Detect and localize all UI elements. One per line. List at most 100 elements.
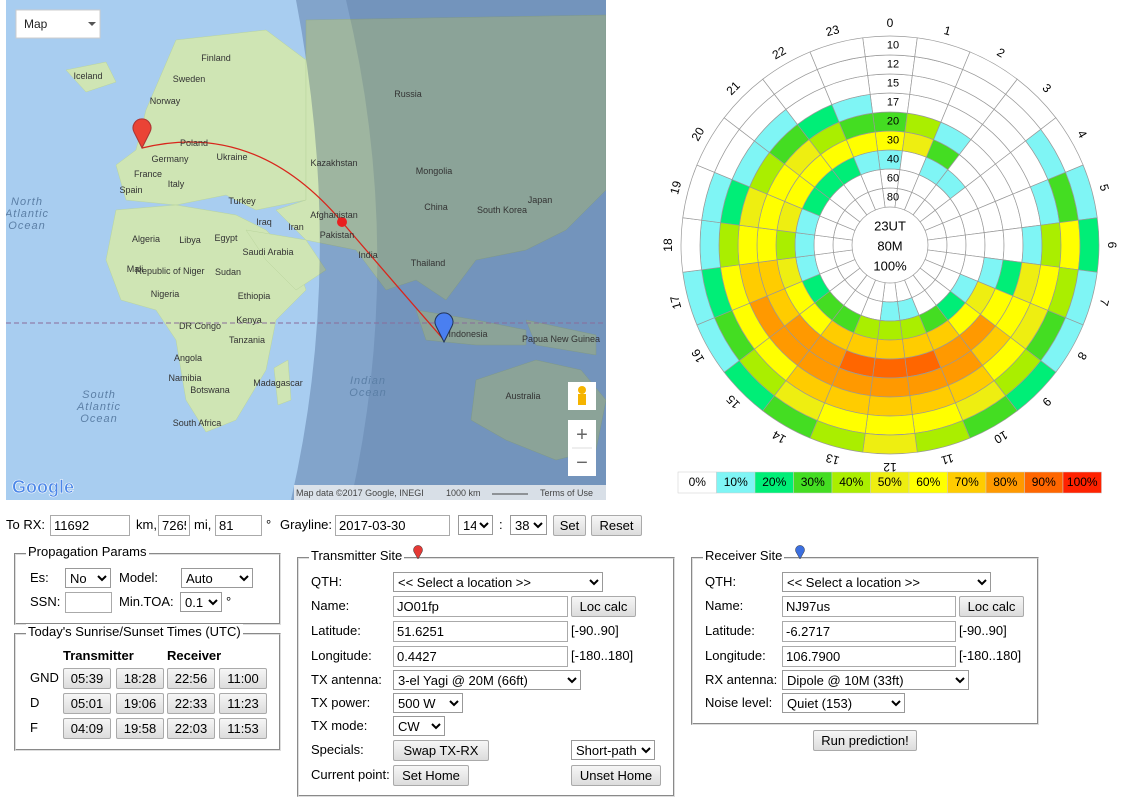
button[interactable]: 18:28 — [116, 668, 164, 689]
heat-cell — [867, 395, 913, 417]
country-label: Sweden — [173, 74, 206, 84]
legend-label: 30% — [801, 475, 825, 489]
band-label: 30 — [887, 134, 899, 146]
heat-cell — [699, 219, 721, 271]
legend-swatch — [1062, 471, 1102, 494]
heat-cell — [869, 376, 911, 398]
button[interactable]: 22:56 — [167, 668, 215, 689]
button[interactable]: Reset — [591, 515, 642, 536]
dropdown[interactable]: Dipole @ 10M (33ft) — [782, 670, 969, 690]
row-label: F — [30, 720, 38, 735]
ocean-label: South — [82, 389, 116, 401]
button[interactable]: 19:58 — [116, 718, 164, 739]
dropdown[interactable]: Short-path — [571, 740, 655, 760]
country-label: Norway — [150, 96, 181, 106]
text-input[interactable] — [158, 515, 190, 536]
legend-label: 50% — [878, 475, 902, 489]
country-label: Turkey — [228, 196, 256, 206]
fieldset-legend: Transmitter Site — [309, 548, 405, 564]
button[interactable]: Loc calc — [959, 596, 1024, 617]
dropdown[interactable]: 0.1 — [180, 592, 222, 612]
button[interactable]: Unset Home — [571, 765, 661, 786]
heat-cell — [1021, 224, 1043, 266]
midpoint[interactable] — [337, 217, 347, 227]
country-label: Japan — [528, 195, 553, 205]
night-shade — [346, 0, 606, 500]
dropdown[interactable]: 14 — [458, 515, 493, 535]
country-label: Botswana — [190, 385, 230, 395]
text-input[interactable] — [393, 646, 568, 667]
hour-label: 12 — [883, 460, 897, 474]
hour-label: 11 — [939, 451, 955, 468]
dropdown[interactable]: No — [65, 568, 111, 588]
button[interactable]: 05:01 — [63, 693, 111, 714]
heat-cell — [964, 232, 986, 258]
button[interactable]: 04:09 — [63, 718, 111, 739]
night-shade — [291, 0, 606, 500]
dropdown[interactable]: 500 W — [393, 693, 463, 713]
text-input[interactable] — [65, 592, 112, 613]
country-label: Nigeria — [151, 289, 180, 299]
text-input[interactable] — [393, 596, 568, 617]
legend-label: 100% — [1067, 475, 1098, 489]
button[interactable]: 22:03 — [167, 718, 215, 739]
dropdown[interactable]: 3-el Yagi @ 20M (66ft) — [393, 670, 581, 690]
country-label: Pakistan — [320, 230, 355, 240]
tx-marker[interactable] — [132, 118, 152, 150]
heat-cell — [737, 224, 759, 266]
text-input[interactable] — [782, 621, 956, 642]
band-label: 15 — [887, 77, 899, 89]
country-label: Germany — [151, 154, 189, 164]
button[interactable]: Set Home — [393, 765, 469, 786]
country-label: Iraq — [256, 217, 272, 227]
button[interactable]: 11:53 — [219, 718, 267, 739]
dropdown[interactable]: Auto — [181, 568, 253, 588]
country-label: China — [424, 202, 448, 212]
label: Name: — [705, 598, 744, 613]
country-label: Iceland — [73, 71, 102, 81]
button[interactable]: Swap TX-RX — [393, 740, 489, 761]
button[interactable]: 11:00 — [219, 668, 267, 689]
dropdown[interactable]: Quiet (153) — [782, 693, 905, 713]
country-label: Ethiopia — [238, 291, 271, 301]
heat-cell — [718, 222, 740, 268]
heat-cell — [983, 229, 1005, 261]
country-label: South Africa — [173, 418, 222, 428]
dropdown[interactable]: CW — [393, 716, 445, 736]
label: Es: — [30, 570, 49, 585]
text-input[interactable] — [50, 515, 130, 536]
text-input[interactable] — [782, 596, 956, 617]
country-label: Mongolia — [416, 166, 453, 176]
terms-link[interactable]: Terms of Use — [540, 488, 593, 498]
text-input[interactable] — [335, 515, 450, 536]
hour-label: 3 — [1040, 81, 1055, 96]
button[interactable]: 19:06 — [116, 693, 164, 714]
text-input[interactable] — [393, 621, 568, 642]
text-input[interactable] — [215, 515, 262, 536]
heat-cell — [1059, 219, 1081, 271]
button[interactable]: 22:33 — [167, 693, 215, 714]
button[interactable]: Run prediction! — [813, 730, 917, 751]
button[interactable]: 05:39 — [63, 668, 111, 689]
fieldset-legend: Propagation Params — [26, 544, 149, 560]
country-label: Finland — [201, 53, 231, 63]
button[interactable]: Loc calc — [571, 596, 636, 617]
country-label: Poland — [180, 138, 208, 148]
dropdown[interactable]: 38 — [510, 515, 547, 535]
legend-label: 0% — [689, 475, 707, 489]
hour-label: 6 — [1105, 242, 1119, 249]
rx-marker[interactable] — [434, 312, 454, 344]
map[interactable]: Iceland Finland Sweden Norway Russia Poland Ge… — [6, 0, 606, 500]
dropdown[interactable]: << Select a location >> — [782, 572, 991, 592]
text-input[interactable] — [782, 646, 956, 667]
label: : — [499, 517, 503, 532]
dropdown[interactable]: << Select a location >> — [393, 572, 603, 592]
button[interactable]: Set — [553, 515, 586, 536]
button[interactable]: 11:23 — [219, 693, 267, 714]
legend-label: 40% — [839, 475, 863, 489]
legend-label: 20% — [762, 475, 786, 489]
map-type-control[interactable] — [15, 9, 101, 39]
country-label: South Korea — [477, 205, 527, 215]
ocean-label: Ocean — [80, 413, 117, 425]
